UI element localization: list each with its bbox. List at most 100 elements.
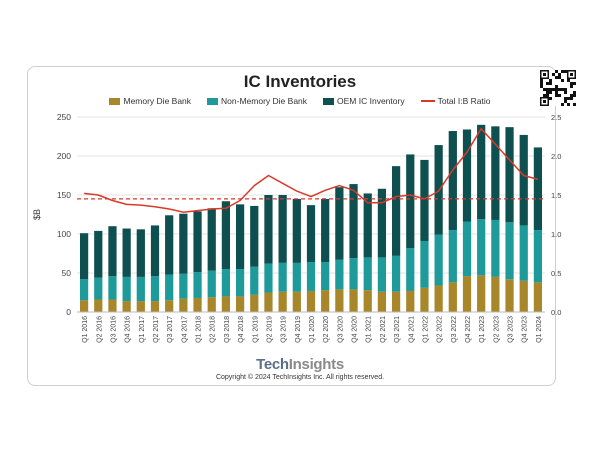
x-tick-label: Q3 2022 (451, 316, 458, 343)
legend-nonmemory: Non-Memory Die Bank (207, 96, 307, 106)
bar-memory (264, 292, 273, 312)
y-tick-label: 200 (57, 151, 71, 161)
bar-memory (250, 294, 259, 312)
x-tick-label: Q3 2016 (110, 316, 117, 343)
bar-nonmemory (94, 277, 103, 300)
bar-nonmemory (321, 262, 330, 291)
x-tick-label: Q4 2016 (125, 316, 132, 343)
x-tick-label: Q4 2018 (238, 316, 245, 343)
y2-tick-label: 2.0 (551, 152, 561, 161)
y-tick-label: 250 (57, 112, 71, 122)
x-tick-label: Q3 2017 (167, 316, 174, 343)
x-tick-label: Q2 2018 (210, 316, 217, 343)
bar-memory (122, 301, 131, 312)
bar-memory (477, 275, 486, 312)
bar-memory (349, 289, 358, 312)
chart-legend: Memory Die Bank Non-Memory Die Bank OEM … (0, 96, 600, 106)
x-tick-label: Q2 2019 (266, 316, 273, 343)
bar-memory (321, 290, 330, 312)
bar-nonmemory (519, 225, 528, 281)
x-tick-label: Q4 2020 (352, 316, 359, 343)
bar-oem (306, 205, 316, 263)
bar-oem (221, 201, 231, 270)
x-tick-label: Q2 2021 (380, 316, 387, 343)
bar-oem (448, 131, 457, 231)
bar-nonmemory (335, 259, 344, 290)
bar-nonmemory (377, 257, 387, 292)
x-tick-label: Q2 2017 (153, 316, 160, 343)
x-tick-label: Q1 2022 (422, 316, 429, 343)
bar-memory (136, 301, 145, 312)
bar-nonmemory (136, 276, 145, 302)
bar-nonmemory (434, 234, 443, 286)
y-tick-label: 0 (66, 307, 71, 317)
x-tick-label: Q4 2017 (181, 316, 188, 343)
bar-oem (363, 193, 372, 258)
bar-memory (462, 276, 472, 312)
bar-oem (292, 198, 301, 263)
bar-memory (519, 280, 528, 312)
x-tick-label: Q3 2019 (281, 316, 288, 343)
ratio-line (84, 127, 539, 213)
bar-nonmemory (292, 262, 301, 292)
bar-nonmemory (221, 269, 231, 297)
bar-nonmemory (79, 279, 89, 301)
bar-nonmemory (193, 272, 202, 298)
bar-nonmemory (278, 262, 287, 292)
bar-oem (150, 225, 160, 277)
bar-nonmemory (179, 273, 188, 299)
bar-oem (391, 166, 401, 256)
x-tick-label: Q4 2021 (408, 316, 415, 343)
legend-memory-label: Memory Die Bank (123, 96, 192, 106)
bar-memory (179, 298, 188, 312)
bar-oem (136, 229, 145, 277)
bar-oem (335, 187, 344, 260)
bar-nonmemory (122, 276, 131, 302)
bar-oem (278, 195, 287, 263)
bar-oem (420, 159, 429, 242)
legend-memory-swatch (109, 97, 121, 105)
bar-nonmemory (150, 276, 160, 302)
legend-oem-label: OEM IC Inventory (337, 96, 405, 106)
bar-oem (264, 195, 273, 264)
x-tick-label: Q3 2023 (508, 316, 515, 343)
bar-oem (377, 188, 387, 258)
bar-memory (165, 300, 174, 312)
x-tick-label: Q1 2024 (536, 316, 543, 343)
bar-nonmemory (235, 269, 245, 297)
bar-nonmemory (165, 274, 174, 301)
bar-oem (349, 184, 358, 259)
bar-memory (306, 290, 316, 312)
bar-nonmemory (505, 222, 514, 280)
bar-oem (250, 205, 259, 267)
bar-memory (363, 290, 372, 312)
y2-tick-label: 1.5 (551, 191, 561, 200)
bar-nonmemory (250, 266, 259, 295)
legend-memory: Memory Die Bank (109, 96, 191, 106)
legend-ratio-label: Total I:B Ratio (437, 96, 491, 106)
bar-nonmemory (533, 230, 543, 283)
bar-memory (292, 291, 301, 312)
legend-oem: OEM IC Inventory (323, 96, 405, 106)
y-tick-label: 50 (62, 268, 72, 278)
y2-tick-label: 1.0 (551, 230, 561, 239)
x-tick-label: Q4 2022 (465, 316, 472, 343)
x-tick-label: Q1 2020 (309, 316, 316, 343)
y2-tick-label: 0.0 (551, 308, 561, 317)
bar-nonmemory (391, 255, 401, 292)
bar-memory (150, 301, 160, 312)
x-tick-label: Q1 2017 (139, 316, 146, 343)
x-tick-label: Q4 2023 (522, 316, 529, 343)
x-tick-label: Q4 2019 (295, 316, 302, 343)
x-tick-label: Q3 2018 (224, 316, 231, 343)
bar-nonmemory (363, 257, 372, 291)
bar-memory (79, 300, 89, 312)
bar-nonmemory (462, 221, 472, 277)
x-tick-label: Q3 2020 (337, 316, 344, 343)
x-tick-label: Q2 2023 (493, 316, 500, 343)
bar-oem (491, 126, 500, 220)
y-tick-label: 150 (57, 190, 71, 200)
legend-nonmemory-swatch (207, 97, 219, 105)
bar-memory (391, 291, 401, 312)
